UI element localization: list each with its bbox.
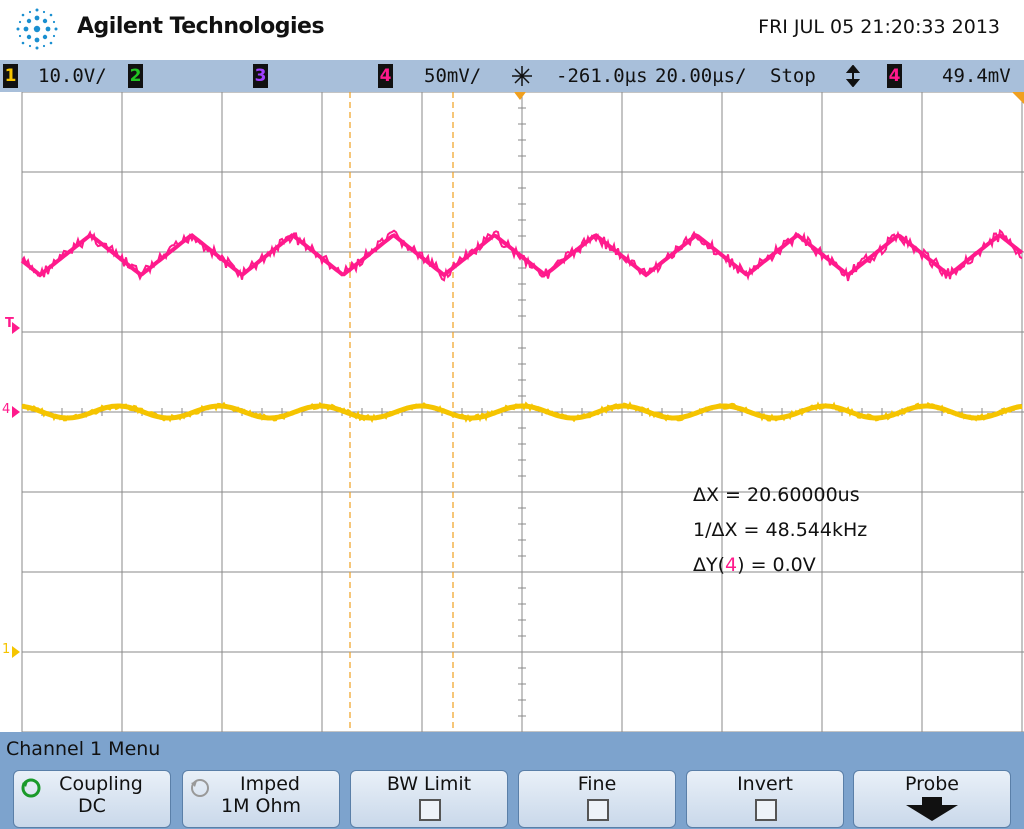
header-bar: Agilent Technologies FRI JUL 05 21:20:33… <box>0 0 1024 60</box>
trigger-position-marker <box>514 92 526 100</box>
coupling-softkey[interactable]: Coupling DC <box>13 770 171 828</box>
waveform-display: T 4 1 ΔX = 20.60000us 1/ΔX = 48.544kHz Δ… <box>0 92 1024 732</box>
channel-1-trace-noise <box>21 401 1023 423</box>
invert-checkbox[interactable] <box>755 799 777 821</box>
trigger-edge-icon <box>846 65 860 87</box>
invert-softkey[interactable]: Invert <box>686 770 844 828</box>
timebase: 20.00µs/ <box>655 65 747 87</box>
run-state: Stop <box>770 65 816 87</box>
delta-y-prefix: ΔY( <box>693 554 726 576</box>
rotate-knob-icon <box>191 779 209 797</box>
impedance-value: 1M Ohm <box>220 795 302 817</box>
probe-softkey[interactable]: Probe <box>853 770 1011 828</box>
fine-label: Fine <box>577 773 617 795</box>
brand-name: Agilent Technologies <box>77 14 325 39</box>
date-time: FRI JUL 05 21:20:33 2013 <box>758 16 1000 38</box>
delta-y-readout: ΔY(4) = 0.0V <box>693 554 816 576</box>
delta-y-suffix: ) = 0.0V <box>737 554 816 576</box>
graticule <box>12 92 1024 732</box>
trigger-position-icon <box>512 66 532 86</box>
delta-y-channel: 4 <box>725 554 738 576</box>
channel-1-scale: 10.0V/ <box>38 65 107 87</box>
channel-1-ground-label: 1 <box>2 642 11 657</box>
fine-checkbox[interactable] <box>587 799 609 821</box>
channel-4-badge[interactable]: 4 <box>378 64 393 88</box>
trigger-channel-badge[interactable]: 4 <box>887 64 902 88</box>
channel-1-badge[interactable]: 1 <box>3 64 18 88</box>
impedance-softkey[interactable]: Imped 1M Ohm <box>182 770 340 828</box>
menu-title: Channel 1 Menu <box>6 738 161 760</box>
rotate-knob-icon <box>21 778 41 798</box>
bw-limit-softkey[interactable]: BW Limit <box>350 770 508 828</box>
agilent-logo-icon <box>16 8 58 50</box>
channel-2-badge[interactable]: 2 <box>128 64 143 88</box>
probe-label: Probe <box>905 773 959 795</box>
right-edge-marker <box>1012 92 1024 104</box>
arrow-down-icon <box>906 797 958 821</box>
impedance-label: Imped <box>240 773 300 795</box>
coupling-value: DC <box>78 795 106 817</box>
channel-4-scale: 50mV/ <box>424 65 482 87</box>
coupling-label: Coupling <box>59 773 143 795</box>
trigger-level: 49.4mV <box>942 65 1011 87</box>
inverse-delta-x-readout: 1/ΔX = 48.544kHz <box>693 519 868 541</box>
channel-3-badge[interactable]: 3 <box>253 64 268 88</box>
bw-limit-label: BW Limit <box>386 773 472 795</box>
bw-limit-checkbox[interactable] <box>419 799 441 821</box>
status-bar: 1 10.0V/ 2 3 4 50mV/ -261.0µs 20.00µs/ S… <box>0 60 1024 92</box>
softkey-menu: Channel 1 Menu Coupling DC Imped 1M Ohm … <box>0 732 1024 829</box>
trigger-level-label: T <box>5 316 14 331</box>
channel-1-ground-marker <box>12 646 20 658</box>
invert-label: Invert <box>737 773 793 795</box>
trigger-delay: -261.0µs <box>556 65 648 87</box>
channel-4-ground-marker <box>12 406 20 418</box>
fine-softkey[interactable]: Fine <box>518 770 676 828</box>
channel-4-trace-noise <box>21 228 1023 282</box>
trigger-level-marker <box>12 322 20 334</box>
delta-x-readout: ΔX = 20.60000us <box>693 484 860 506</box>
channel-4-ground-label: 4 <box>2 402 11 417</box>
